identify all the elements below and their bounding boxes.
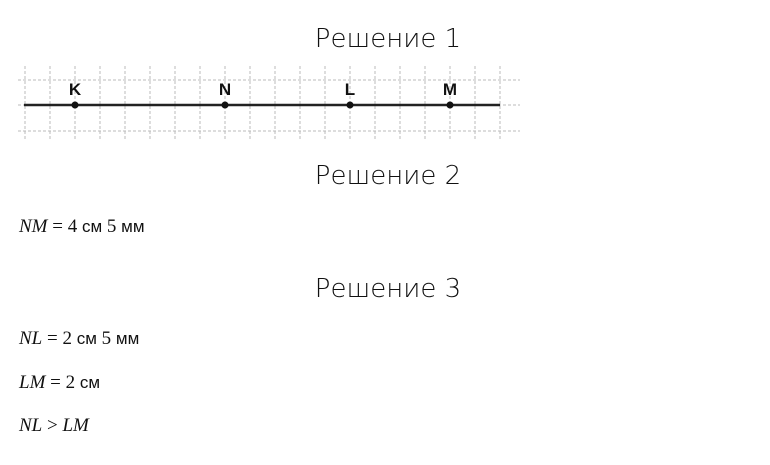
point-label: L xyxy=(345,80,355,99)
equation-lm: LM = 2 см xyxy=(19,372,101,393)
point-label: N xyxy=(219,80,231,99)
point-N xyxy=(221,101,229,109)
point-label: M xyxy=(443,80,457,99)
point-K xyxy=(71,101,79,109)
equation-nm: NM = 4 см 5 мм xyxy=(19,216,145,237)
heading-solution-1: Решение 1 xyxy=(314,24,462,54)
point-M xyxy=(446,101,454,109)
equation-nl: NL = 2 см 5 мм xyxy=(19,328,140,349)
comparison-nl-lm: NL > LM xyxy=(19,415,89,436)
heading-solution-3: Решение 3 xyxy=(314,274,462,304)
point-label: K xyxy=(69,80,82,99)
point-L xyxy=(346,101,354,109)
heading-solution-2: Решение 2 xyxy=(314,161,462,191)
